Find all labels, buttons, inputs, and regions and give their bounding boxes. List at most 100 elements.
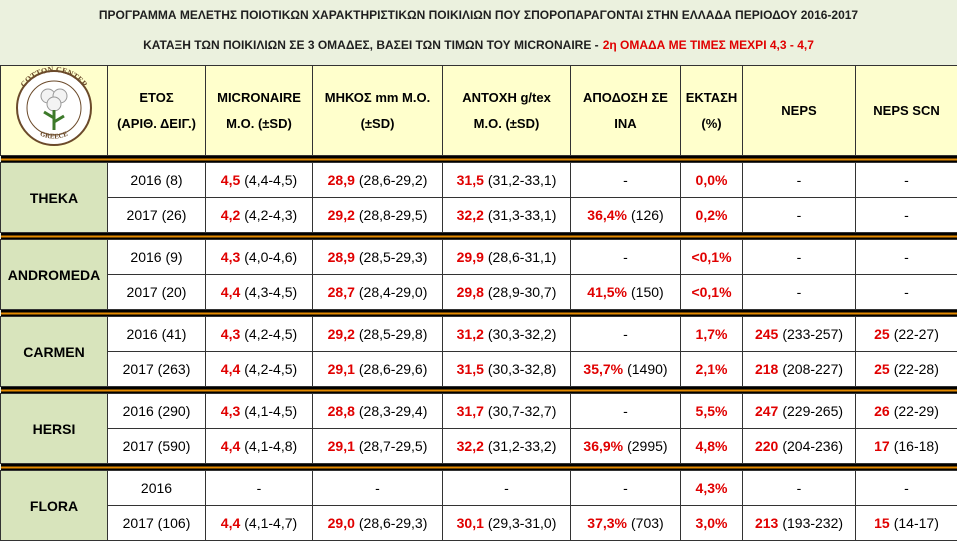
cell-range: (2995) [627, 438, 667, 454]
cell: 0,0% [681, 163, 743, 198]
cell-range: (4,2-4,5) [244, 326, 297, 342]
cell-range: (22-29) [894, 403, 939, 419]
cell-value: 4,8% [696, 438, 728, 454]
cell: 2016 (9) [108, 240, 206, 275]
cell: 17(16-18) [856, 429, 957, 464]
cell: - [571, 471, 681, 506]
cell-value: 32,2 [457, 207, 484, 223]
header-cell: ΕΤΟΣ(ΑΡΙΘ. ΔΕΙΓ.) [108, 66, 206, 156]
cell-range: (4,4-4,5) [244, 172, 297, 188]
cell: 29,9(28,6-31,1) [443, 240, 571, 275]
cell: <0,1% [681, 275, 743, 310]
data-row: 2017 (26)4,2(4,2-4,3)29,2(28,8-29,5)32,2… [1, 198, 957, 233]
variety-name: ANDROMEDA [1, 240, 108, 310]
cell-value: 4,5 [221, 172, 240, 188]
cell-range: (208-227) [782, 361, 843, 377]
data-row: 2017 (590)4,4(4,1-4,8)29,1(28,7-29,5)32,… [1, 429, 957, 464]
header-line: (ΑΡΙΘ. ΔΕΙΓ.) [108, 111, 205, 137]
header-line: NEPS SCN [856, 98, 957, 124]
cell: - [743, 275, 856, 310]
variety-name: CARMEN [1, 317, 108, 387]
cell-value: 30,1 [457, 515, 484, 531]
cell: - [856, 240, 957, 275]
cell-value: <0,1% [691, 284, 731, 300]
cell-value: 29,1 [328, 361, 355, 377]
cell: 2016 (41) [108, 317, 206, 352]
cell-range: (22-27) [894, 326, 939, 342]
cell-value: 4,2 [221, 207, 240, 223]
variety-name: HERSI [1, 394, 108, 464]
cell-value: 31,5 [457, 361, 484, 377]
cell-value: 4,3% [696, 480, 728, 496]
cell: 5,5% [681, 394, 743, 429]
cell-value: 35,7% [583, 361, 623, 377]
cell: 41,5%(150) [571, 275, 681, 310]
separator-cell [1, 464, 957, 471]
cell: 25(22-27) [856, 317, 957, 352]
subtitle-text: ΚΑΤΑΞΗ ΤΩΝ ΠΟΙΚΙΛΙΩΝ ΣΕ 3 ΟΜΑΔΕΣ, ΒΑΣΕΙ … [143, 38, 599, 52]
cell-range: (233-257) [782, 326, 843, 342]
separator [1, 387, 957, 394]
cell: 36,4%(126) [571, 198, 681, 233]
cell-range: (28,3-29,4) [359, 403, 427, 419]
cell-range: (14-17) [894, 515, 939, 531]
cell-value: 29,1 [328, 438, 355, 454]
cell: - [443, 471, 571, 506]
cell-value: 4,3 [221, 249, 240, 265]
separator-cell [1, 156, 957, 163]
cell-range: (4,2-4,3) [244, 207, 297, 223]
header-line: (%) [681, 111, 742, 137]
header-line: ΕΚΤΑΣΗ [681, 85, 742, 111]
header-cell: NEPS SCN [856, 66, 957, 156]
cell-range: (28,6-29,6) [359, 361, 427, 377]
header-row: COTTON CENTER GREECE ΕΤΟΣ(ΑΡΙΘ. ΔΕΙΓ.)MI… [1, 66, 957, 156]
cell-range: (4,0-4,6) [244, 249, 297, 265]
cell-value: 29,8 [457, 284, 484, 300]
cell-value: 25 [874, 326, 890, 342]
cell: 26(22-29) [856, 394, 957, 429]
cell: 4,3(4,0-4,6) [206, 240, 313, 275]
cell-value: 32,2 [457, 438, 484, 454]
cell-range: (30,3-32,8) [488, 361, 556, 377]
logo: COTTON CENTER GREECE [4, 66, 104, 146]
cell: 32,2(31,2-33,2) [443, 429, 571, 464]
cell: 4,3(4,2-4,5) [206, 317, 313, 352]
cell-value: 0,2% [696, 207, 728, 223]
cell: 2017 (263) [108, 352, 206, 387]
cell-range: (16-18) [894, 438, 939, 454]
cell-range: (28,5-29,3) [359, 249, 427, 265]
cell: 2017 (590) [108, 429, 206, 464]
cell: 28,9(28,5-29,3) [313, 240, 443, 275]
cell: - [743, 240, 856, 275]
header-line: ΜΗΚΟΣ mm Μ.Ο. [313, 85, 442, 111]
cell: 29,2(28,5-29,8) [313, 317, 443, 352]
cell-value: 213 [755, 515, 778, 531]
header-line: Μ.Ο. (±SD) [443, 111, 570, 137]
cell-value: 4,4 [221, 284, 240, 300]
cell: 31,5(30,3-32,8) [443, 352, 571, 387]
cell: 29,1(28,7-29,5) [313, 429, 443, 464]
cell-range: (4,1-4,5) [244, 403, 297, 419]
cell-value: 41,5% [587, 284, 627, 300]
header: ΠΡΟΓΡΑΜΜΑ ΜΕΛΕΤΗΣ ΠΟΙΟΤΙΚΩΝ ΧΑΡΑΚΤΗΡΙΣΤΙ… [0, 0, 957, 65]
header-cell: ΕΚΤΑΣΗ(%) [681, 66, 743, 156]
cell: 4,4(4,1-4,7) [206, 506, 313, 541]
cell: - [743, 163, 856, 198]
cell-value: 245 [755, 326, 778, 342]
cell-value: 0,0% [696, 172, 728, 188]
separator [1, 233, 957, 240]
cell: 30,1(29,3-31,0) [443, 506, 571, 541]
data-row: 2017 (263)4,4(4,2-4,5)29,1(28,6-29,6)31,… [1, 352, 957, 387]
cell-value: 25 [874, 361, 890, 377]
cell-value: 4,3 [221, 403, 240, 419]
cell-range: (28,6-29,3) [359, 515, 427, 531]
cell: - [571, 394, 681, 429]
cell-range: (150) [631, 284, 664, 300]
cell: 2016 [108, 471, 206, 506]
cell-range: (4,2-4,5) [244, 361, 297, 377]
cell: - [571, 317, 681, 352]
